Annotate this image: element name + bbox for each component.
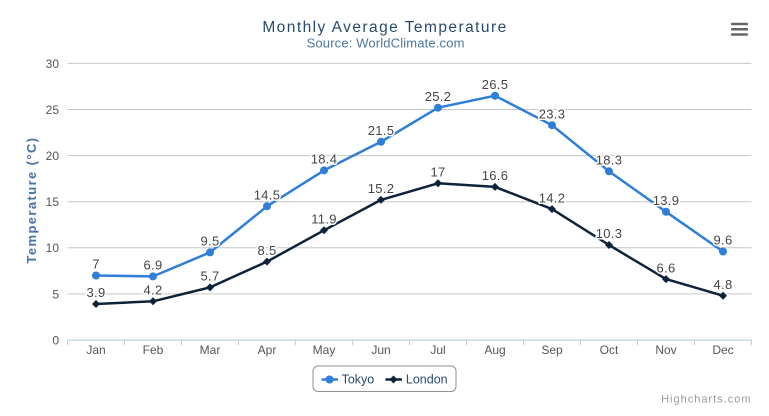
svg-text:21.5: 21.5 [368,123,395,138]
svg-text:25.2: 25.2 [425,89,452,104]
svg-text:6.9: 6.9 [144,258,163,273]
svg-text:4.8: 4.8 [714,277,733,292]
svg-text:Tokyo: Tokyo [342,373,375,387]
svg-text:Feb: Feb [143,343,164,357]
svg-text:Jan: Jan [86,343,105,357]
svg-text:26.5: 26.5 [482,77,509,92]
svg-text:5: 5 [52,287,59,301]
svg-text:11.9: 11.9 [311,212,337,227]
svg-text:8.5: 8.5 [258,243,277,258]
svg-text:May: May [313,343,336,357]
svg-text:15.2: 15.2 [368,181,395,196]
svg-text:10.3: 10.3 [596,226,623,241]
svg-text:Highcharts.com: Highcharts.com [661,394,751,406]
svg-text:7: 7 [92,257,100,272]
svg-text:13.9: 13.9 [653,193,680,208]
svg-text:18.3: 18.3 [596,153,623,168]
svg-text:Aug: Aug [484,343,505,357]
svg-text:London: London [406,373,448,387]
svg-text:Apr: Apr [258,343,277,357]
svg-text:Mar: Mar [200,343,221,357]
svg-text:6.6: 6.6 [657,260,676,275]
svg-text:Jul: Jul [430,343,445,357]
svg-text:18.4: 18.4 [311,152,338,167]
svg-text:Dec: Dec [712,343,733,357]
svg-text:Source: WorldClimate.com: Source: WorldClimate.com [307,36,465,51]
svg-text:Sep: Sep [541,343,563,357]
svg-text:0: 0 [52,333,59,347]
svg-text:5.7: 5.7 [201,269,220,284]
svg-text:9.6: 9.6 [714,233,733,248]
svg-text:9.5: 9.5 [201,234,220,249]
svg-text:23.3: 23.3 [539,106,566,121]
svg-text:25: 25 [46,103,60,117]
svg-text:17: 17 [430,165,445,180]
svg-text:3.9: 3.9 [87,285,106,300]
svg-text:30: 30 [46,57,60,71]
svg-text:4.2: 4.2 [144,283,163,298]
svg-text:20: 20 [46,149,60,163]
svg-text:14.5: 14.5 [254,188,281,203]
svg-text:15: 15 [46,195,60,209]
svg-text:16.6: 16.6 [482,168,509,183]
svg-text:Oct: Oct [600,343,619,357]
svg-text:10: 10 [46,241,60,255]
svg-text:Nov: Nov [655,343,676,357]
svg-text:Temperature (°C): Temperature (°C) [24,136,39,263]
svg-text:14.2: 14.2 [539,190,566,205]
svg-text:Jun: Jun [371,343,390,357]
svg-text:Monthly Average Temperature: Monthly Average Temperature [262,19,507,36]
